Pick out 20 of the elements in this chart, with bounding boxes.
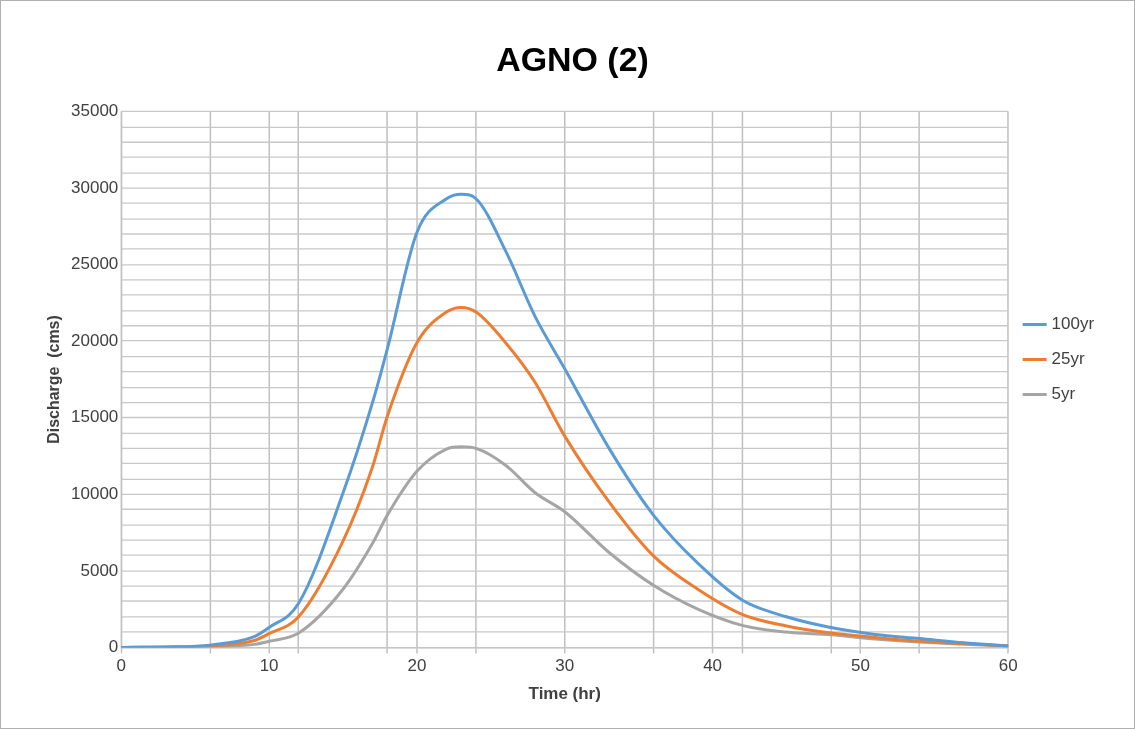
x-tick-label: 20 xyxy=(407,656,427,676)
y-tick-label: 0 xyxy=(108,637,119,657)
y-tick-label: 35000 xyxy=(71,101,119,121)
x-axis-title: Time (hr) xyxy=(528,683,601,703)
x-tick-label: 30 xyxy=(555,656,575,676)
legend-label: 5yr xyxy=(1051,384,1076,404)
y-tick-label: 25000 xyxy=(71,254,119,274)
x-tick-label: 50 xyxy=(850,656,870,676)
x-tick-label: 10 xyxy=(259,656,279,676)
y-tick-label: 15000 xyxy=(71,407,119,427)
x-tick-label: 60 xyxy=(998,656,1018,676)
legend-label: 100yr xyxy=(1051,314,1095,334)
chart-title: AGNO (2) xyxy=(496,39,649,78)
x-tick-label: 40 xyxy=(703,656,722,676)
y-tick-label: 30000 xyxy=(71,177,119,197)
legend-label: 25yr xyxy=(1051,349,1085,369)
y-tick-label: 5000 xyxy=(80,560,119,580)
y-axis-title: Discharge (cms) xyxy=(44,315,62,444)
y-tick-label: 10000 xyxy=(71,483,119,503)
y-tick-label: 20000 xyxy=(71,330,119,350)
